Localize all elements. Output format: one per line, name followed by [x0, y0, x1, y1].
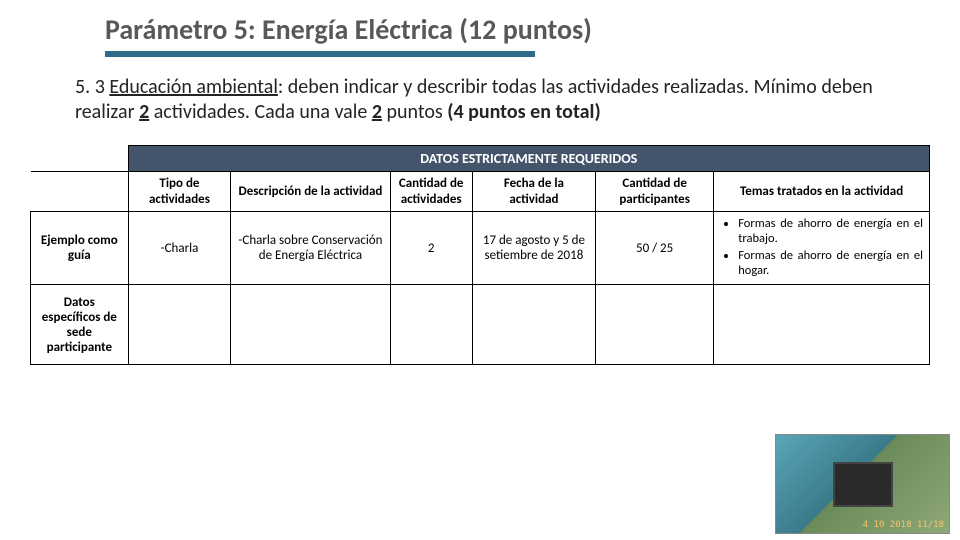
cell-cant-part-1 — [596, 285, 714, 365]
photo-date-stamp: 4 10 2018 11/18 — [863, 520, 944, 530]
topic-item: Formas de ahorro de energía en el hogar. — [738, 248, 923, 278]
photo-thumbnail — [775, 434, 950, 534]
cell-tipo-0: -Charla — [128, 212, 231, 285]
cell-cant-act-1 — [390, 285, 472, 365]
topic-item: Formas de ahorro de energía en el trabaj… — [738, 216, 923, 246]
cell-cant-act-0: 2 — [390, 212, 472, 285]
bold-2a: 2 — [139, 100, 149, 124]
body-pts: puntos — [382, 100, 447, 124]
row-head-0: Ejemplo como guía — [31, 212, 129, 285]
page-title: Parámetro 5: Energía Eléctrica (12 punto… — [105, 12, 930, 47]
section-label: Educación ambiental — [109, 75, 278, 99]
col-cant-act: Cantidad de actividades — [390, 172, 472, 212]
col-tipo: Tipo de actividades — [128, 172, 231, 212]
table-header-row: Tipo de actividades Descripción de la ac… — [31, 172, 930, 212]
col-fecha: Fecha de la actividad — [472, 172, 595, 212]
cell-temas-1 — [714, 285, 930, 365]
body-paragraph: 5. 3 Educación ambiental: deben indicar … — [75, 75, 900, 125]
cell-cant-part-0: 50 / 25 — [596, 212, 714, 285]
photo-screen-icon — [833, 462, 893, 507]
col-desc: Descripción de la actividad — [231, 172, 390, 212]
cell-desc-1 — [231, 285, 390, 365]
requirements-table: DATOS ESTRICTAMENTE REQUERIDOS Tipo de a… — [30, 145, 930, 365]
cell-fecha-1 — [472, 285, 595, 365]
super-header: DATOS ESTRICTAMENTE REQUERIDOS — [128, 146, 929, 172]
cell-temas-0: Formas de ahorro de energía en el trabaj… — [714, 212, 930, 285]
body-mid: actividades. Cada una vale — [149, 100, 372, 124]
col-temas: Temas tratados en la actividad — [714, 172, 930, 212]
col-cant-part: Cantidad de participantes — [596, 172, 714, 212]
cell-fecha-0: 17 de agosto y 5 de setiembre de 2018 — [472, 212, 595, 285]
bold-2b: 2 — [372, 100, 382, 124]
title-underline — [105, 51, 535, 57]
blank-corner — [31, 146, 129, 172]
cell-tipo-1 — [128, 285, 231, 365]
section-number: 5. 3 — [75, 75, 109, 99]
title-area: Parámetro 5: Energía Eléctrica (12 punto… — [105, 12, 930, 47]
cell-desc-0: -Charla sobre Conservación de Energía El… — [231, 212, 390, 285]
bold-total: (4 puntos en total) — [447, 100, 600, 124]
table-row: Ejemplo como guía -Charla -Charla sobre … — [31, 212, 930, 285]
col-blank — [31, 172, 129, 212]
row-head-1: Datos específicos de sede participante — [31, 285, 129, 365]
table-row: Datos específicos de sede participante — [31, 285, 930, 365]
table-super-header-row: DATOS ESTRICTAMENTE REQUERIDOS — [31, 146, 930, 172]
